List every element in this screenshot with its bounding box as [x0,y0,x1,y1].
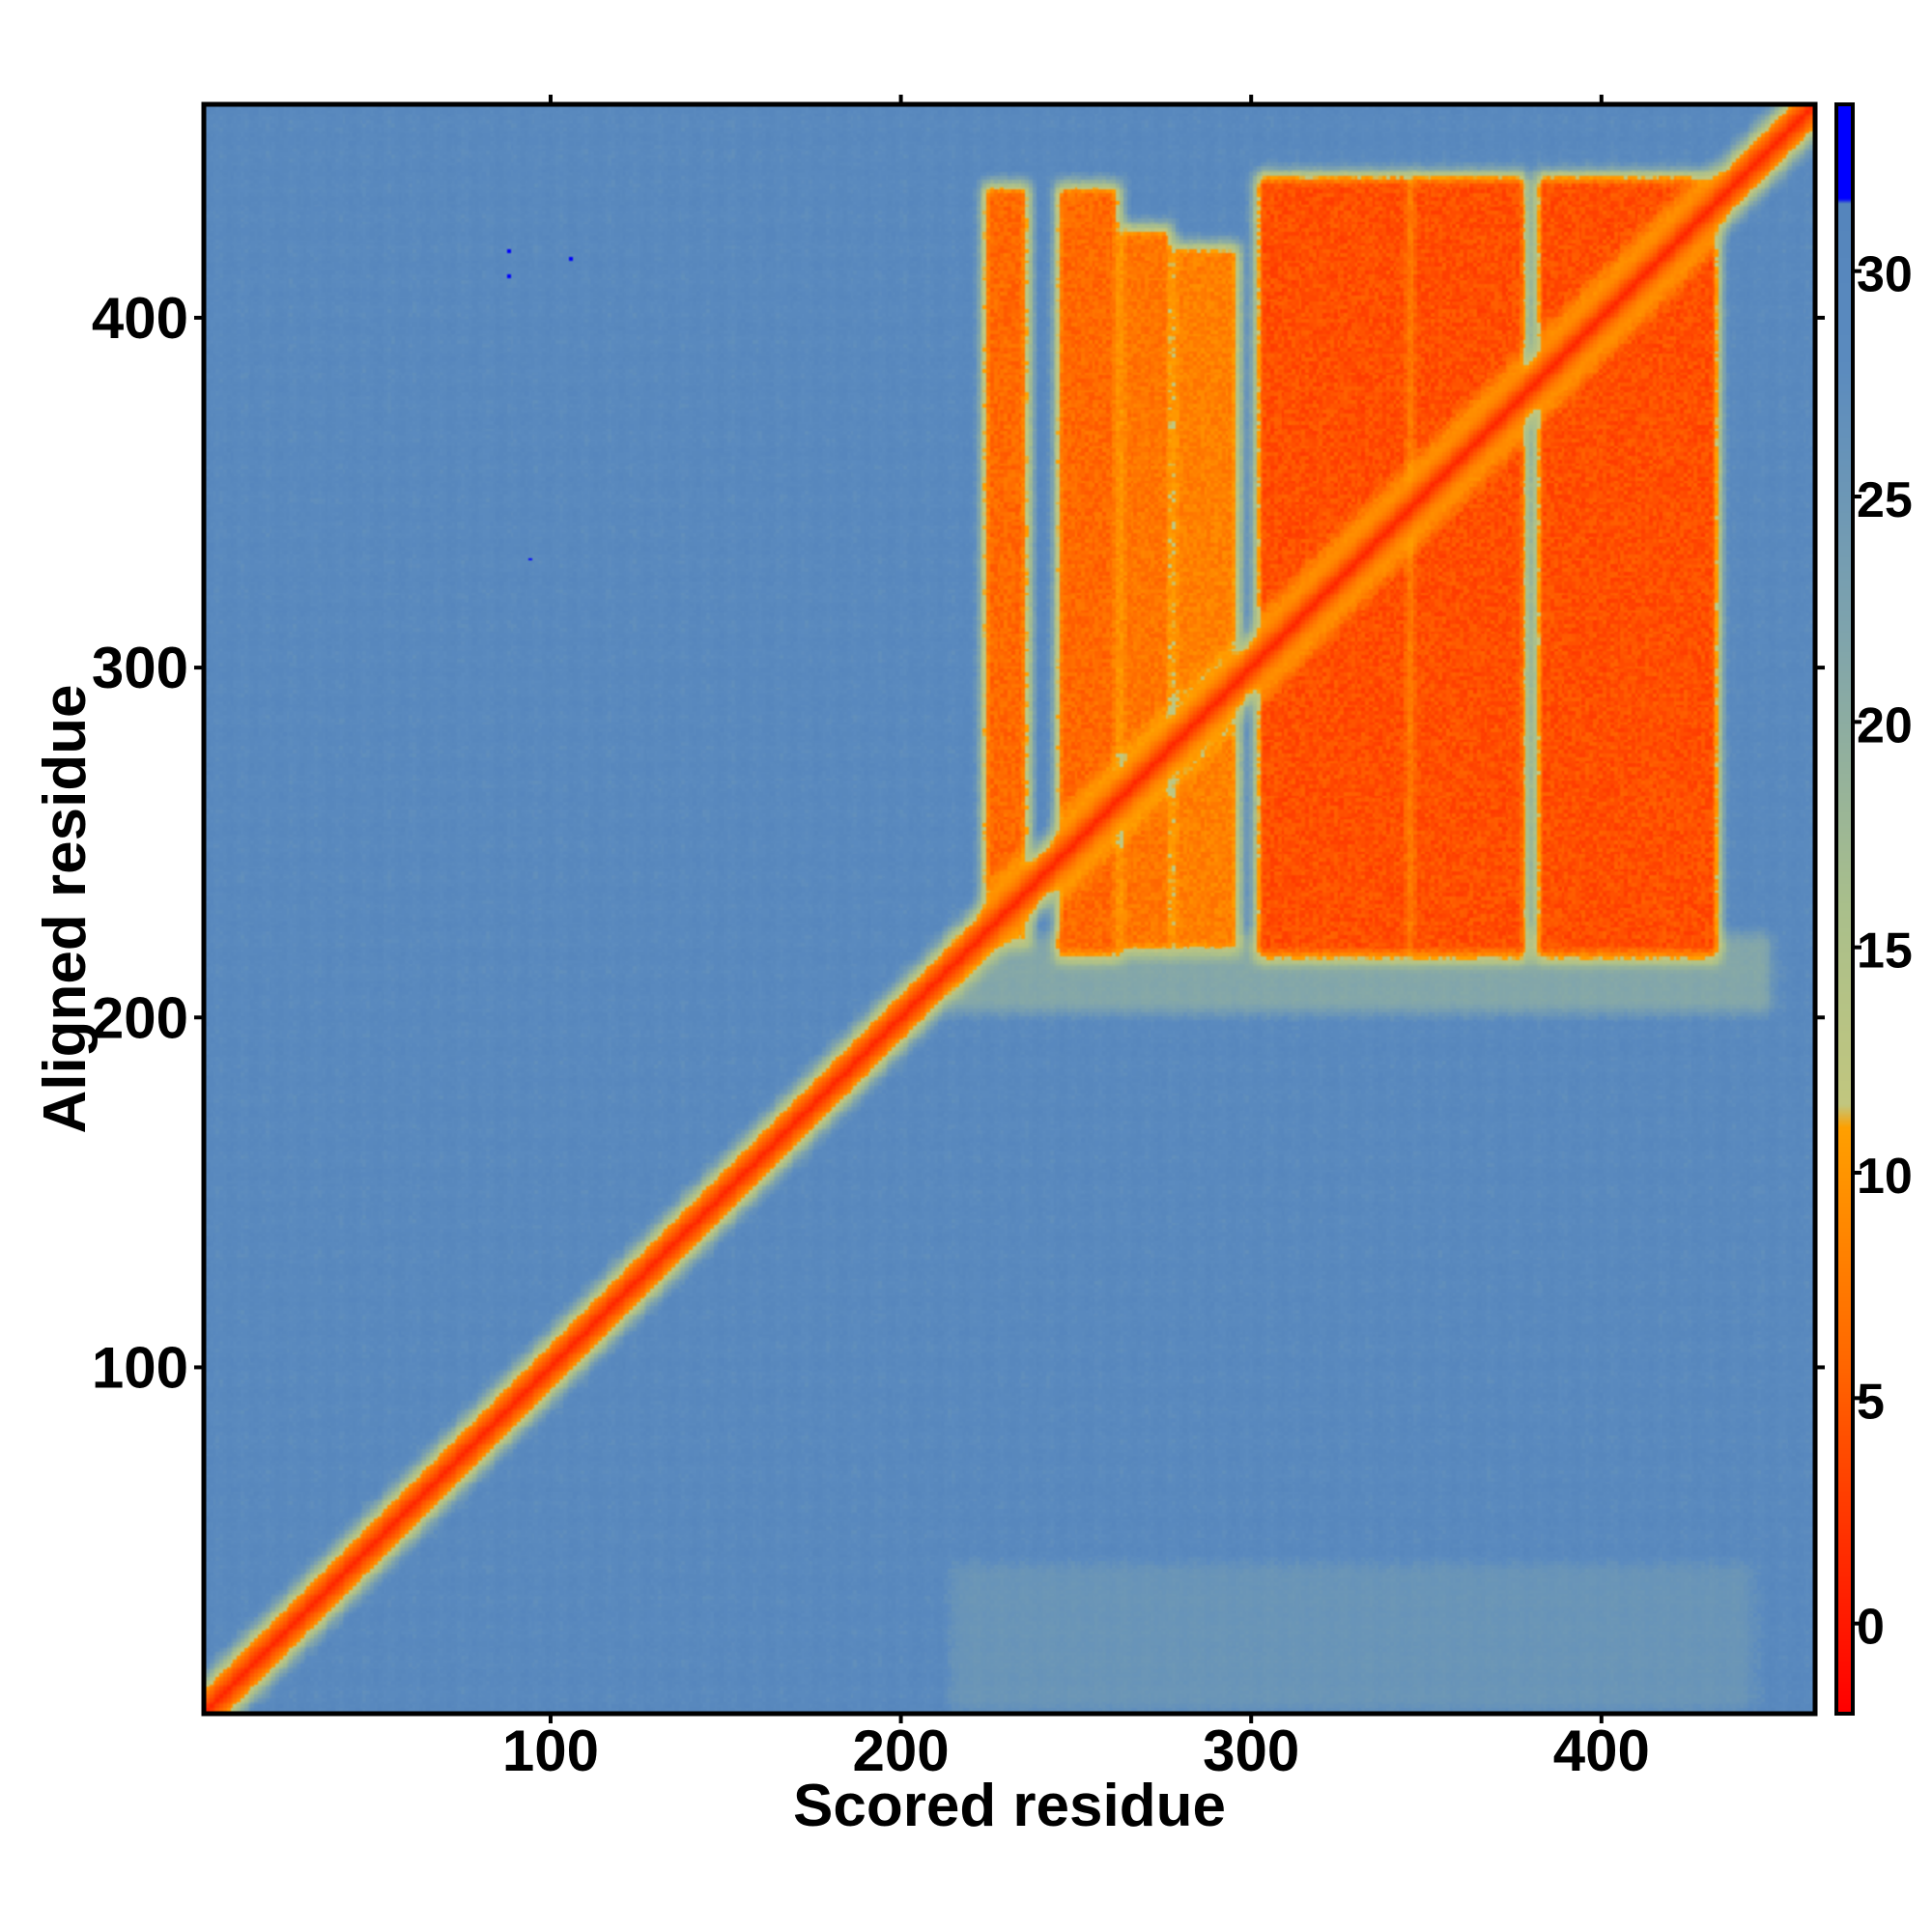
y-tick-label: 100 [92,1335,188,1400]
colorbar-tick-label: 5 [1857,1374,1885,1430]
heatmap-plot-area [204,104,1815,1714]
colorbar-tick-label: 30 [1857,247,1913,303]
colorbar-frame [1834,102,1855,1716]
colorbar-tick-label: 25 [1857,472,1913,528]
x-tick-label: 400 [1553,1719,1650,1783]
colorbar [1836,104,1853,1714]
x-tick-label: 300 [1203,1719,1299,1783]
y-axis-label: Aligned residue [32,684,99,1133]
x-tick-label: 100 [502,1719,599,1783]
colorbar-tick-label: 0 [1857,1600,1885,1656]
x-tick-label: 200 [853,1719,950,1783]
x-axis-label: Scored residue [793,1773,1226,1839]
y-axis-ticks: 100 200 300 400 [92,286,1825,1400]
y-tick-label: 200 [92,985,188,1050]
colorbar-tick-label: 10 [1857,1149,1913,1205]
colorbar-tick-label: 20 [1857,697,1913,753]
y-tick-label: 400 [92,286,188,351]
x-axis-ticks: 100 200 300 400 [502,95,1650,1783]
y-tick-label: 300 [92,636,188,700]
plot-frame [201,101,1818,1717]
colorbar-ticks: 0 5 10 15 20 25 30 [1853,247,1913,1656]
colorbar-tick-label: 15 [1857,923,1913,980]
